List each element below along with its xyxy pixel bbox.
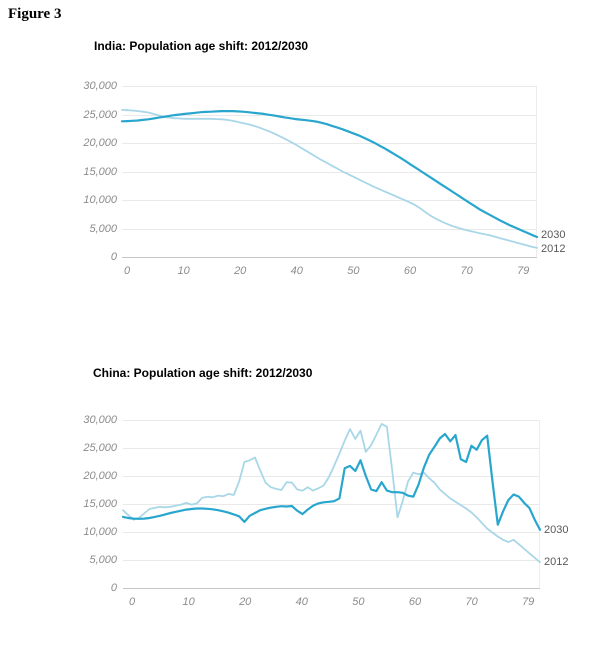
x-tick-label: 10 — [182, 596, 195, 608]
series-label-2030: 2030 — [541, 229, 566, 241]
x-tick-label: 0 — [123, 265, 131, 277]
x-tick-label: 0 — [128, 596, 136, 608]
x-tick-label: 50 — [352, 596, 365, 608]
series-label-2012: 2012 — [541, 243, 566, 255]
y-tick-label: 15,000 — [83, 498, 117, 510]
x-tick-label: 10 — [177, 265, 190, 277]
x-tick-label: 79 — [517, 265, 530, 277]
x-tick-label: 60 — [408, 596, 422, 608]
x-tick-label: 70 — [460, 265, 473, 277]
x-tick-label: 70 — [465, 596, 478, 608]
x-tick-label: 50 — [347, 265, 360, 277]
series-label-2012: 2012 — [544, 556, 569, 568]
y-tick-label: 20,000 — [83, 470, 117, 482]
x-tick-label: 79 — [522, 596, 535, 608]
y-tick-label: 10,000 — [83, 194, 117, 206]
figure-title: Figure 3 — [8, 6, 62, 22]
china-chart-title: China: Population age shift: 2012/2030 — [93, 366, 313, 380]
china-series-line-2030 — [121, 432, 542, 531]
india-chart-title: India: Population age shift: 2012/2030 — [94, 39, 309, 53]
y-tick-label: 0 — [110, 582, 117, 594]
series-label-2030: 2030 — [544, 524, 569, 536]
x-tick-label: 60 — [403, 265, 417, 277]
y-tick-label: 20,000 — [83, 137, 117, 149]
x-tick-label: 40 — [295, 596, 308, 608]
india-series-line-2030 — [120, 110, 539, 239]
y-tick-label: 25,000 — [83, 108, 117, 121]
y-tick-label: 10,000 — [83, 526, 117, 538]
y-tick-label: 5,000 — [89, 222, 117, 235]
y-tick-label: 25,000 — [83, 442, 117, 454]
y-tick-label: 30,000 — [83, 414, 117, 426]
y-tick-label: 15,000 — [83, 165, 117, 178]
india-series-line-2012 — [121, 108, 538, 249]
china-line-plot — [121, 420, 542, 589]
y-tick-label: 30,000 — [83, 80, 117, 92]
y-tick-label: 5,000 — [89, 554, 117, 566]
y-tick-label: 0 — [110, 251, 117, 263]
x-tick-label: 40 — [290, 265, 303, 277]
india-line-plot — [120, 86, 539, 258]
x-tick-label: 20 — [239, 596, 252, 608]
china-series-line-2012 — [122, 423, 541, 564]
x-tick-label: 20 — [234, 265, 247, 277]
